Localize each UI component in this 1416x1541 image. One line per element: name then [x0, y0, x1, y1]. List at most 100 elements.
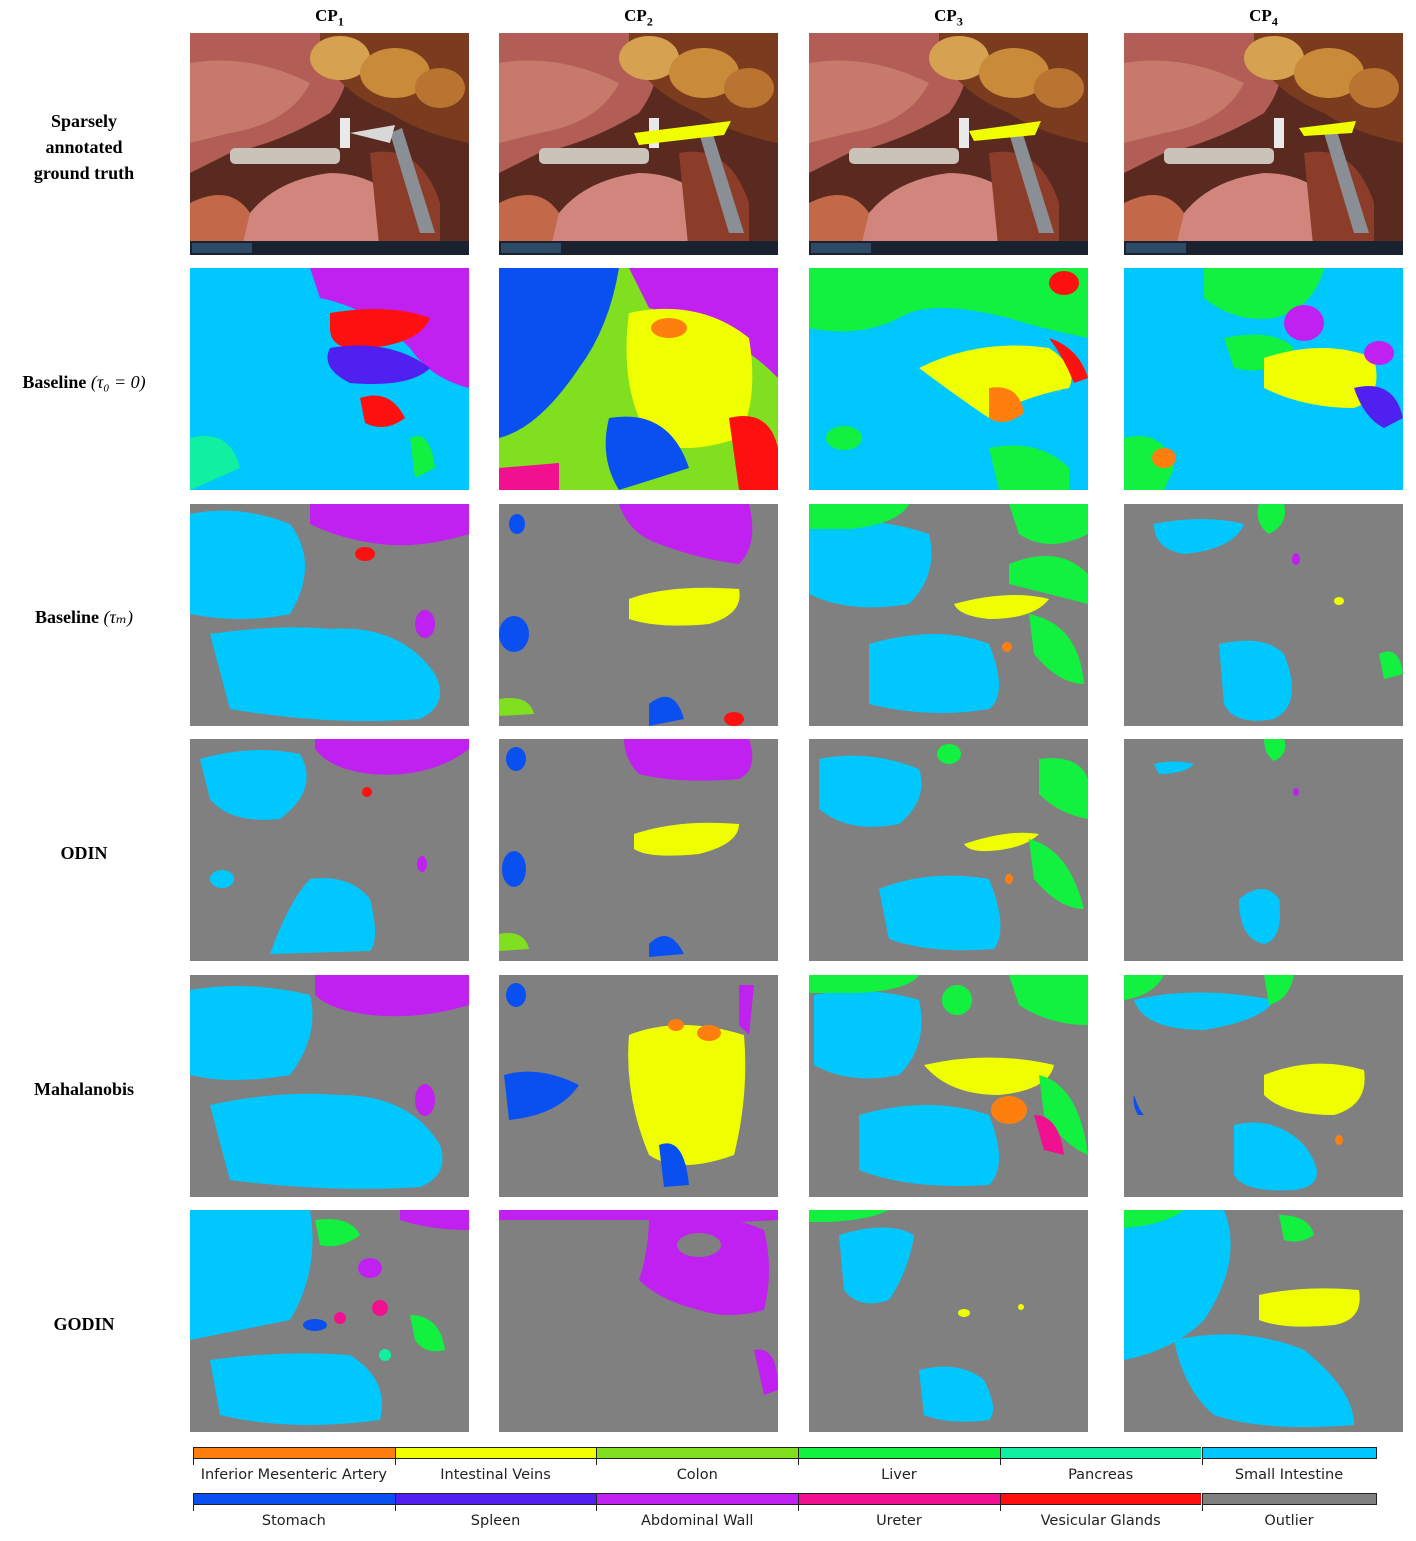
column-header-subscript: 2: [646, 14, 653, 29]
legend-swatch: [999, 1447, 1202, 1459]
legend-swatch: [798, 1493, 1000, 1505]
surgical-image-cp2: [499, 33, 778, 255]
legend: Inferior Mesenteric Artery Intestinal Ve…: [193, 1447, 1377, 1529]
legend-label: Inferior Mesenteric Artery: [200, 1467, 387, 1483]
legend-divider: [798, 1493, 800, 1511]
segmentation-baseline-tau0-cp1: [190, 268, 469, 490]
legend-label: Intestinal Veins: [440, 1467, 551, 1483]
legend-divider: [1201, 1493, 1203, 1511]
legend-item-colon: Colon: [596, 1447, 799, 1495]
legend-swatch: [596, 1493, 799, 1505]
column-header-label: CP: [934, 6, 957, 25]
legend-divider: [193, 1447, 194, 1465]
segmentation-baseline-tau0-cp4: [1124, 268, 1403, 490]
segmentation-baseline-taum-cp2: [499, 504, 778, 726]
legend-swatch: [193, 1493, 395, 1505]
segmentation-mahalanobis-cp4: [1124, 975, 1403, 1197]
segmentation-odin-cp1: [190, 739, 469, 961]
legend-divider: [193, 1493, 194, 1511]
legend-divider: [999, 1493, 1001, 1511]
column-header-cp4: CP4: [1124, 6, 1403, 29]
legend-item-pancreas: Pancreas: [999, 1447, 1202, 1495]
surgical-image-cp4: [1124, 33, 1403, 255]
row-label-odin: ODIN: [0, 840, 168, 866]
legend-item-vesicular-glands: Vesicular Glands: [999, 1493, 1202, 1541]
legend-swatch: [394, 1493, 597, 1505]
legend-row-1: Inferior Mesenteric Artery Intestinal Ve…: [193, 1447, 1377, 1495]
legend-label: Abdominal Wall: [641, 1513, 754, 1529]
column-header-subscript: 4: [1271, 14, 1278, 29]
legend-item-spleen: Spleen: [394, 1493, 597, 1541]
row-label-line: ODIN: [60, 843, 108, 863]
row-label-line: ground truth: [33, 163, 135, 183]
legend-divider: [394, 1447, 396, 1465]
row-label-line: Mahalanobis: [33, 1079, 135, 1099]
legend-divider: [596, 1447, 598, 1465]
legend-item-inferior-mesenteric-artery: Inferior Mesenteric Artery: [193, 1447, 395, 1495]
row-label-mahalanobis: Mahalanobis: [0, 1076, 168, 1102]
row-label-baseline-tau0: Baseline (τ₀ = 0): [0, 369, 168, 395]
legend-label: Small Intestine: [1234, 1467, 1344, 1483]
segmentation-mahalanobis-cp2: [499, 975, 778, 1197]
segmentation-odin-cp4: [1124, 739, 1403, 961]
legend-label: Outlier: [1264, 1513, 1314, 1529]
legend-item-outlier: Outlier: [1201, 1493, 1377, 1541]
legend-item-stomach: Stomach: [193, 1493, 395, 1541]
segmentation-odin-cp2: [499, 739, 778, 961]
column-header-cp2: CP2: [499, 6, 778, 29]
legend-swatch: [1201, 1447, 1377, 1459]
segmentation-baseline-taum-cp4: [1124, 504, 1403, 726]
legend-label: Ureter: [876, 1513, 922, 1529]
row-label-line: Baseline: [22, 372, 87, 392]
surgical-image-cp3: [809, 33, 1088, 255]
legend-label: Liver: [881, 1467, 917, 1483]
row-label-line: GODIN: [53, 1314, 115, 1334]
segmentation-mahalanobis-cp1: [190, 975, 469, 1197]
segmentation-baseline-tau0-cp2: [499, 268, 778, 490]
legend-item-intestinal-veins: Intestinal Veins: [394, 1447, 597, 1495]
legend-item-ureter: Ureter: [798, 1493, 1000, 1541]
legend-divider: [798, 1447, 800, 1465]
column-header-subscript: 1: [337, 14, 344, 29]
segmentation-godin-cp4: [1124, 1210, 1403, 1432]
row-label-math: (τ₀ = 0): [90, 372, 146, 392]
row-label-godin: GODIN: [0, 1311, 168, 1337]
row-label-baseline-taum: Baseline (τₘ): [0, 604, 168, 630]
legend-swatch: [193, 1447, 395, 1459]
legend-swatch: [999, 1493, 1202, 1505]
legend-label: Pancreas: [1068, 1467, 1134, 1483]
column-header-label: CP: [315, 6, 338, 25]
row-label-line: Sparsely: [50, 111, 117, 131]
legend-row-2: Stomach Spleen Abdominal Wall Ureter Ves…: [193, 1493, 1377, 1541]
legend-label: Colon: [676, 1467, 718, 1483]
segmentation-baseline-taum-cp3: [809, 504, 1088, 726]
legend-swatch: [596, 1447, 799, 1459]
segmentation-godin-cp1: [190, 1210, 469, 1432]
row-label-math: (τₘ): [103, 607, 133, 627]
column-header-cp3: CP3: [809, 6, 1088, 29]
legend-item-abdominal-wall: Abdominal Wall: [596, 1493, 799, 1541]
segmentation-godin-cp2: [499, 1210, 778, 1432]
segmentation-mahalanobis-cp3: [809, 975, 1088, 1197]
legend-divider: [394, 1493, 396, 1511]
legend-label: Vesicular Glands: [1040, 1513, 1161, 1529]
legend-swatch: [1201, 1493, 1377, 1505]
legend-divider: [999, 1447, 1001, 1465]
legend-label: Stomach: [261, 1513, 326, 1529]
segmentation-odin-cp3: [809, 739, 1088, 961]
legend-divider: [596, 1493, 598, 1511]
row-label-line: Baseline: [35, 607, 100, 627]
legend-label: Spleen: [470, 1513, 521, 1529]
column-header-label: CP: [624, 6, 647, 25]
legend-item-small-intestine: Small Intestine: [1201, 1447, 1377, 1495]
legend-divider: [1201, 1447, 1203, 1465]
segmentation-godin-cp3: [809, 1210, 1088, 1432]
column-header-label: CP: [1249, 6, 1272, 25]
column-header-cp1: CP1: [190, 6, 469, 29]
legend-item-liver: Liver: [798, 1447, 1000, 1495]
legend-swatch: [798, 1447, 1000, 1459]
column-header-subscript: 3: [956, 14, 963, 29]
legend-swatch: [394, 1447, 597, 1459]
segmentation-baseline-taum-cp1: [190, 504, 469, 726]
surgical-image-cp1: [190, 33, 469, 255]
